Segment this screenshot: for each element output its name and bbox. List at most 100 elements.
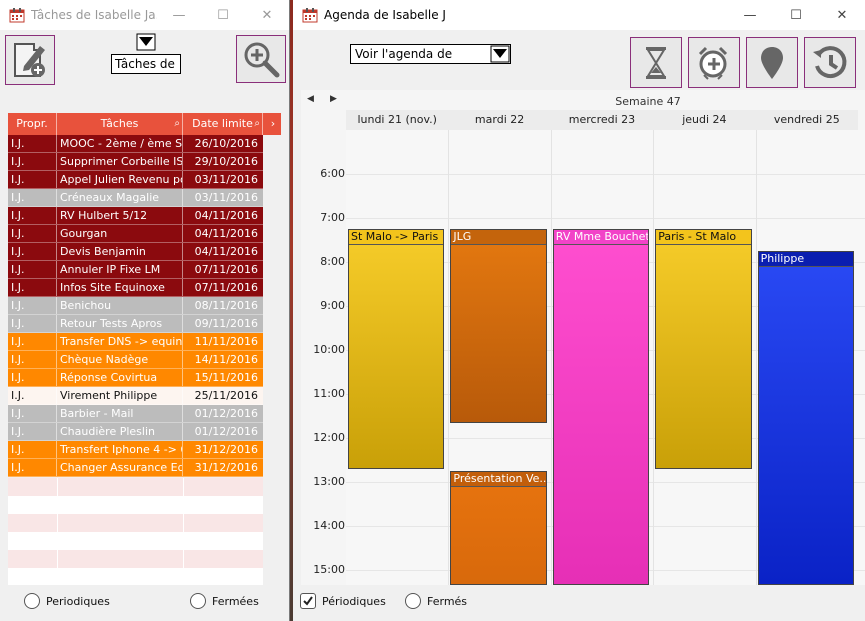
date-cell: 09/11/2016 [194, 317, 258, 330]
prev-week-arrow-icon[interactable]: ◀ [307, 94, 314, 104]
location-button[interactable] [746, 37, 798, 88]
hour-label: 15:00 [313, 563, 345, 576]
new-alarm-button[interactable] [688, 37, 740, 88]
table-row[interactable]: I.J. Devis Benjamin 04/11/2016 [8, 243, 263, 261]
minimize-button[interactable]: — [743, 7, 757, 23]
zoom-in-icon [244, 42, 280, 78]
owner-cell: I.J. [8, 243, 57, 260]
table-row[interactable]: I.J. Retour Tests Apros 09/11/2016 [8, 315, 263, 333]
task-cell: Gourgan [57, 225, 183, 242]
search-icon[interactable]: ⌕ [254, 118, 260, 129]
table-row[interactable]: I.J. Annuler IP Fixe LM 07/11/2016 [8, 261, 263, 279]
hourglass-icon [646, 46, 666, 79]
task-cell: Transfert Iphone 4 -> 6 [57, 441, 183, 458]
calendar-event[interactable]: Paris - St Malo [655, 229, 752, 469]
tasks-filter-label[interactable]: Tâches de [111, 54, 181, 74]
column-header-owner[interactable]: Propr. [8, 113, 57, 135]
search-icon[interactable]: ⌕ [174, 118, 180, 129]
event-title: RV Mme Bouchet [553, 230, 649, 245]
table-row[interactable]: I.J. Virement Philippe 25/11/2016 [8, 387, 263, 405]
table-row[interactable]: I.J. RV Hulbert 5/12 04/11/2016 [8, 207, 263, 225]
date-cell: 14/11/2016 [194, 353, 258, 366]
day-gridline [550, 130, 552, 585]
maximize-button[interactable]: ☐ [217, 7, 229, 23]
calendar-event[interactable]: Philippe [757, 251, 854, 585]
task-cell: Infos Site Equinoxe [57, 279, 183, 296]
tasks-filter-select[interactable]: Tâches de [111, 33, 181, 75]
table-row[interactable]: I.J. Barbier - Mail 01/12/2016 [8, 405, 263, 423]
owner-cell: I.J. [8, 207, 57, 224]
periodic-checkbox[interactable]: Periodiques [24, 593, 110, 609]
day-header[interactable]: mardi 22 [448, 110, 551, 130]
radio-icon[interactable] [405, 593, 421, 609]
table-row[interactable]: I.J. Gourgan 04/11/2016 [8, 225, 263, 243]
close-button[interactable]: ✕ [261, 7, 273, 23]
day-header[interactable]: vendredi 25 [755, 110, 858, 130]
date-cell: 07/11/2016 [194, 263, 258, 276]
table-row[interactable]: I.J. Chaudière Pleslin 01/12/2016 [8, 423, 263, 441]
day-header[interactable]: lundi 21 (nov.) [346, 110, 449, 130]
history-icon [813, 45, 847, 78]
day-gridline [755, 130, 757, 585]
table-row[interactable]: I.J.MOOC - 2ème / ème Semaine 26/10/2016 [8, 135, 263, 153]
hour-gridline [346, 218, 865, 219]
table-scrollbar[interactable] [263, 135, 281, 585]
radio-icon[interactable] [190, 593, 206, 609]
table-row[interactable]: I.J. Chèque Nadège 14/11/2016 [8, 351, 263, 369]
column-header-task[interactable]: Tâches ⌕ [57, 113, 183, 135]
tasks-table-header: Propr. Tâches ⌕ Date limite ⌕ › [8, 113, 281, 135]
table-row[interactable]: I.J.Appel Julien Revenu pour ... 03/11/20… [8, 171, 263, 189]
day-header[interactable]: mercredi 23 [550, 110, 654, 130]
task-cell: Réponse Covirtua [57, 369, 183, 386]
day-header[interactable]: jeudi 24 [653, 110, 756, 130]
agenda-select-label: Voir l'agenda de [355, 47, 453, 61]
calendar-event[interactable]: St Malo -> Paris [348, 229, 445, 469]
calendar-icon [302, 8, 318, 23]
hour-gridline [346, 174, 865, 175]
duration-button[interactable] [630, 37, 682, 88]
date-cell: 04/11/2016 [194, 209, 258, 222]
date-cell: 26/10/2016 [194, 137, 258, 150]
radio-icon[interactable] [24, 593, 40, 609]
table-row[interactable]: I.J. Créneaux Magalie 03/11/2016 [8, 189, 263, 207]
hour-label: 11:00 [313, 387, 345, 400]
next-week-arrow-icon[interactable]: ▶ [330, 94, 337, 104]
maximize-button[interactable]: ☐ [790, 7, 802, 23]
calendar-event[interactable]: Présentation Ve... [450, 471, 547, 585]
tasks-titlebar[interactable]: Tâches de Isabelle Ja... — ☐ ✕ [0, 0, 289, 30]
table-row[interactable]: I.J. Benichou 08/11/2016 [8, 297, 263, 315]
table-row[interactable]: I.J. Réponse Covirtua 15/11/2016 [8, 369, 263, 387]
task-cell: Transfer DNS -> equinoxe [57, 333, 183, 350]
minimize-button[interactable]: — [172, 7, 186, 23]
task-cell: Chaudière Pleslin [57, 423, 183, 440]
window-title: Tâches de Isabelle Ja... [31, 8, 157, 22]
closed-checkbox[interactable]: Fermés [405, 593, 467, 609]
closed-checkbox[interactable]: Fermées [190, 593, 259, 609]
date-cell: 07/11/2016 [194, 281, 258, 294]
checkbox-checked-icon[interactable] [300, 593, 316, 609]
calendar-event[interactable]: RV Mme Bouchet [552, 229, 650, 585]
calendar-grid[interactable]: St Malo -> Paris JLG Présentation Ve... RV … [346, 130, 865, 585]
table-row[interactable]: I.J.Transfer DNS -> equinoxe 11/11/2016 [8, 333, 263, 351]
column-header-date[interactable]: Date limite ⌕ [183, 113, 263, 135]
zoom-button[interactable] [236, 35, 286, 83]
close-button[interactable]: ✕ [836, 7, 848, 23]
agenda-titlebar[interactable]: Agenda de Isabelle J — ☐ ✕ [293, 0, 865, 30]
history-button[interactable] [804, 37, 856, 88]
owner-cell: I.J. [8, 135, 57, 152]
event-title: Paris - St Malo [656, 230, 751, 245]
new-task-button[interactable] [5, 35, 55, 85]
periodic-checkbox[interactable]: Périodiques [300, 593, 386, 609]
event-title: Philippe [758, 252, 853, 267]
table-row[interactable]: I.J. Infos Site Equinoxe 07/11/2016 [8, 279, 263, 297]
agenda-owner-select[interactable]: Voir l'agenda de [350, 44, 511, 64]
owner-cell: I.J. [8, 441, 57, 458]
table-row[interactable]: I.J. Transfert Iphone 4 -> 6 31/12/2016 [8, 441, 263, 459]
table-row[interactable]: I.J.Changer Assurance Equinoxe 31/12/2016 [8, 459, 263, 477]
column-menu-icon[interactable]: › [270, 117, 276, 130]
calendar-event[interactable]: JLG [450, 229, 547, 423]
hour-label: 6:00 [320, 167, 345, 180]
table-row[interactable]: I.J.Supprimer Corbeille ISA-Dell 29/10/20… [8, 153, 263, 171]
task-header-label: Tâches [100, 117, 139, 130]
event-title: JLG [451, 230, 546, 245]
